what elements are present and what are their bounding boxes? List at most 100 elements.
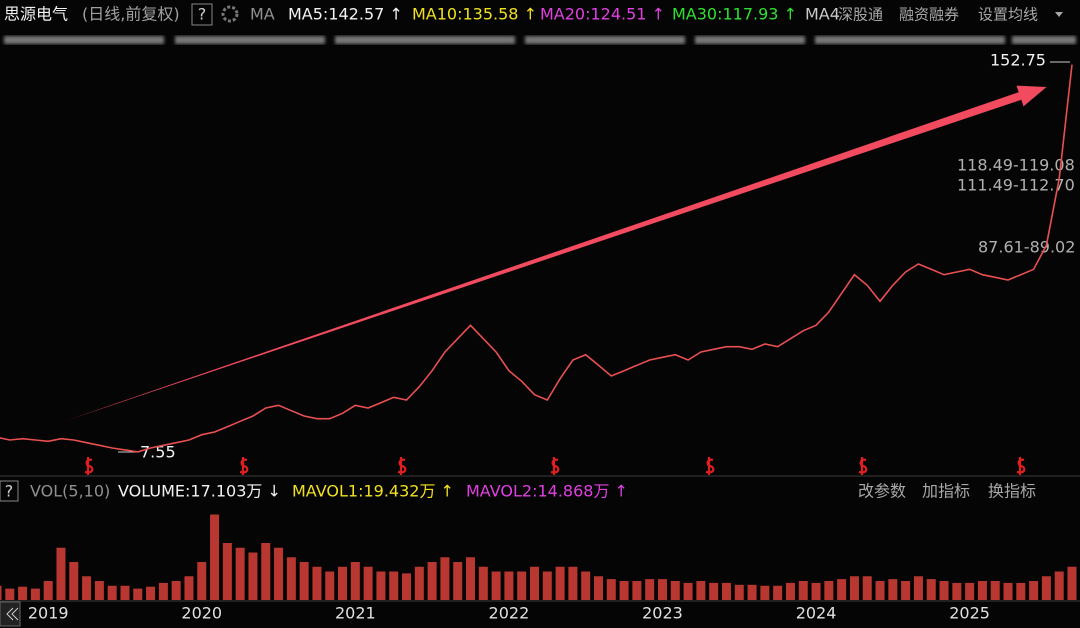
dropdown-icon[interactable] [1055, 12, 1063, 17]
volume-bar [619, 581, 629, 600]
volume-bar [773, 585, 783, 600]
margin-marker [550, 457, 560, 475]
volume-bar [696, 581, 706, 600]
x-tick-label: 2019 [28, 604, 69, 623]
volume-bar [402, 573, 412, 600]
volume-bar [248, 552, 258, 600]
volume-bar [427, 562, 437, 600]
volume-bar [632, 581, 642, 600]
low-label: 7.55 [140, 443, 176, 462]
volume-bar [107, 585, 117, 600]
volume-bar [581, 571, 591, 600]
volume-bar [210, 514, 220, 600]
volume-bar [862, 576, 872, 600]
ma-value: MA5:142.57 ↑ [288, 5, 403, 24]
settings-icon[interactable] [221, 5, 239, 23]
stock-name: 思源电气 [4, 5, 68, 24]
volume-bar [504, 571, 514, 600]
volume-bar [1041, 576, 1051, 600]
volume-bar [939, 581, 949, 600]
x-tick-label: 2021 [335, 604, 376, 623]
volume-value: MAVOL1:19.432万 ↑ [292, 482, 454, 501]
indicator-name: VOL(5,10) [30, 482, 110, 501]
help[interactable]: ? [198, 5, 207, 24]
volume-bar [734, 584, 744, 600]
volume-bar [875, 581, 885, 600]
range-label: 87.61-89.02 [978, 238, 1075, 257]
margin-marker [397, 457, 407, 475]
volume-bar [913, 576, 923, 600]
volume-bar [184, 576, 194, 600]
volume-bar [657, 579, 667, 600]
range-label: 111.49-112.70 [957, 176, 1075, 195]
x-tick-label: 2020 [181, 604, 222, 623]
volume-bar [824, 581, 834, 600]
volume-bar [466, 557, 476, 600]
margin-marker [1016, 457, 1026, 475]
volume-bar [222, 543, 232, 600]
volume-bar [440, 557, 450, 600]
volume-bar [760, 585, 770, 600]
chart-mode: (日线,前复权) [82, 5, 180, 24]
volume-bar [721, 582, 731, 600]
volume-bar [146, 586, 156, 600]
volume-bar [325, 571, 335, 600]
indicator-button[interactable]: 改参数 [858, 482, 906, 501]
volume-bar [568, 566, 578, 600]
volume-bar [1067, 566, 1077, 600]
menu-item[interactable]: 融资融券 [899, 6, 959, 24]
volume-bar [235, 547, 245, 600]
volume-bar [901, 581, 911, 600]
x-tick-label: 2025 [949, 604, 990, 623]
volume-bar [555, 566, 565, 600]
volume-bar [670, 581, 680, 600]
volume-bar [30, 588, 40, 600]
volume-bar [888, 579, 898, 600]
volume-bar [350, 562, 360, 600]
volume-bar [197, 562, 207, 600]
collapse-button[interactable] [0, 601, 21, 627]
margin-marker [858, 457, 868, 475]
volume-bar [606, 579, 616, 600]
volume-bar [158, 582, 168, 600]
collapse-icon[interactable] [6, 607, 19, 621]
help-box[interactable] [191, 3, 213, 26]
volume-bar [133, 588, 143, 600]
menu-item[interactable]: 设置均线 [978, 6, 1038, 24]
volume-bar [1054, 571, 1064, 600]
indicator-button[interactable]: 加指标 [922, 482, 970, 501]
menu-item[interactable]: 深股通 [838, 6, 883, 24]
ma-value: MA10:135.58 ↑ [412, 5, 537, 24]
x-tick-label: 2023 [642, 604, 683, 623]
ma-label: MA [250, 5, 275, 24]
help-box[interactable] [0, 480, 19, 502]
x-tick-label: 2022 [489, 604, 530, 623]
volume-bar [363, 566, 373, 600]
volume-bar [798, 581, 808, 600]
range-label: 118.49-119.08 [957, 156, 1075, 175]
help[interactable]: ? [5, 482, 14, 501]
ma-value: MA4 [805, 5, 840, 24]
volume-bar [965, 582, 975, 600]
volume-bar [811, 582, 821, 600]
volume-bar [1029, 581, 1039, 600]
volume-bar [478, 566, 488, 600]
volume-bar [338, 566, 348, 600]
volume-value: VOLUME:17.103万 ↓ [118, 482, 281, 501]
volume-bar [43, 581, 53, 600]
volume-bar [709, 582, 719, 600]
ma-value: MA20:124.51 ↑ [540, 5, 665, 24]
volume-bar [1016, 582, 1026, 600]
volume-bar [926, 579, 936, 600]
price-line [0, 64, 1073, 453]
volume-bar [18, 586, 28, 600]
volume-bar [849, 576, 859, 600]
volume-bar [952, 582, 962, 600]
x-tick-label: 2024 [796, 604, 837, 623]
indicator-button[interactable]: 换指标 [988, 482, 1036, 501]
volume-bar [1003, 582, 1013, 600]
volume-bar [120, 585, 130, 600]
volume-bar [5, 588, 15, 600]
volume-bar [990, 581, 1000, 600]
